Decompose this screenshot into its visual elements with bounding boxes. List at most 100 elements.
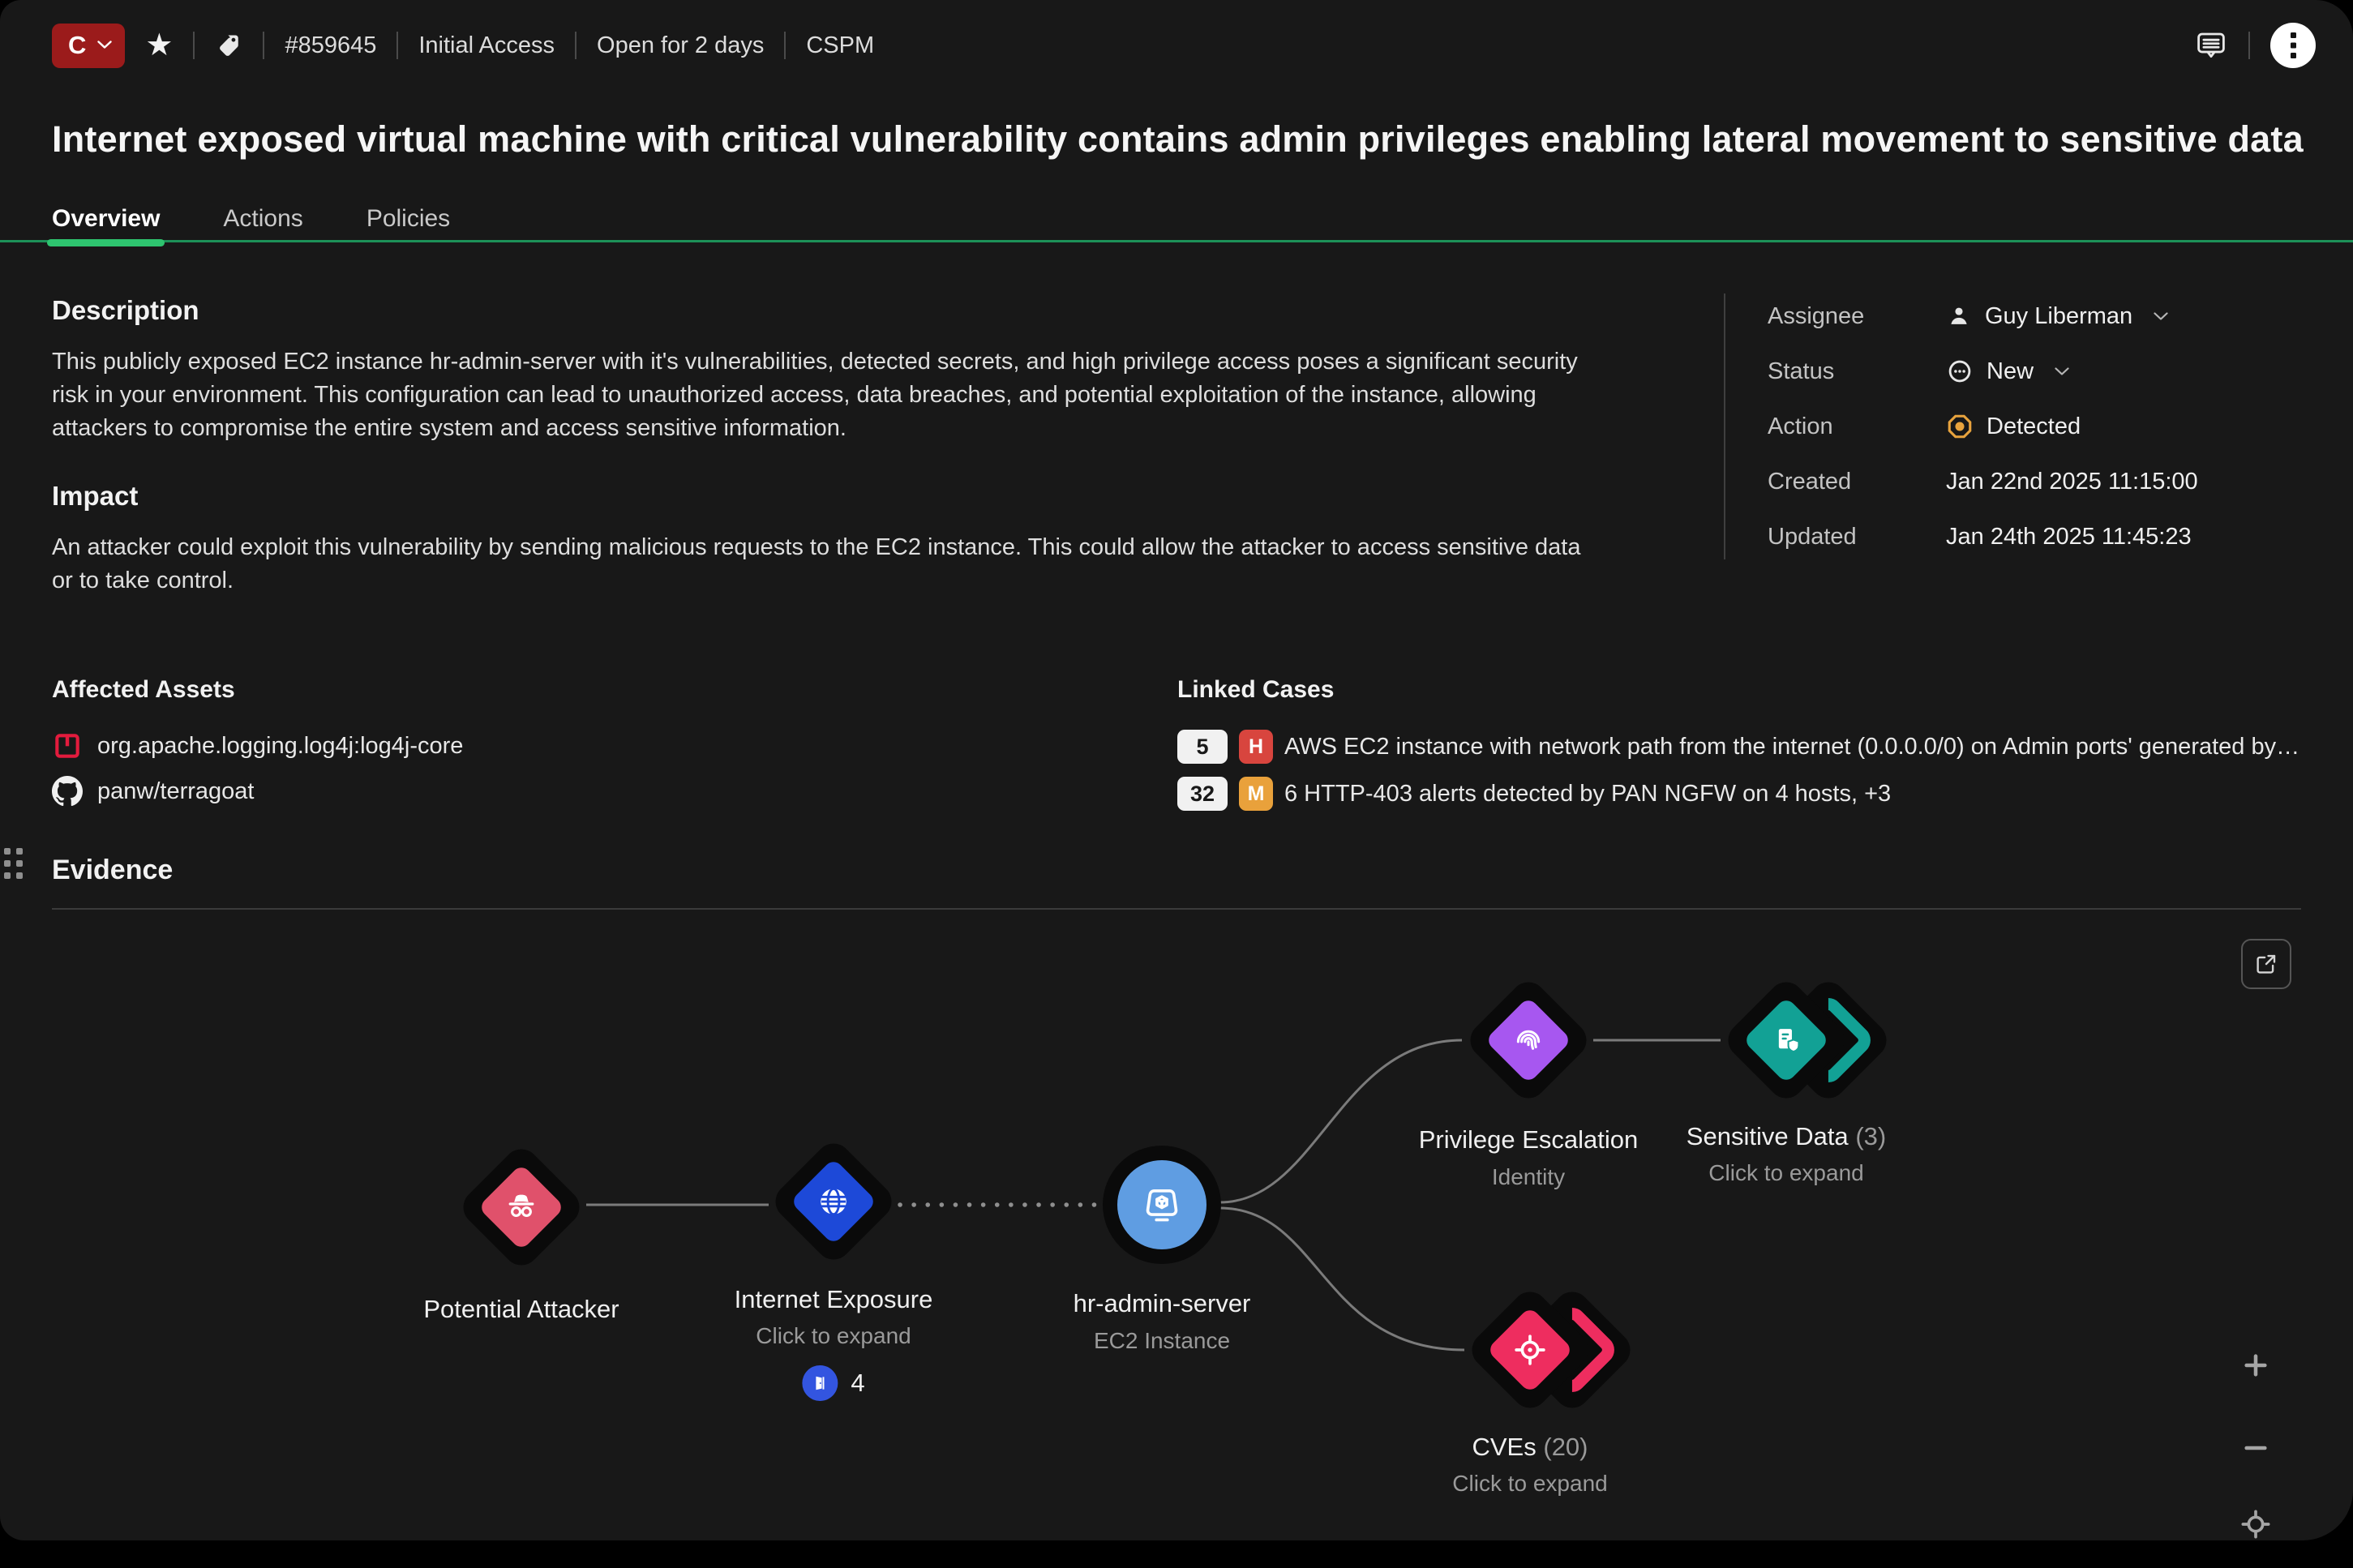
plus-icon (2244, 1354, 2267, 1377)
asset-label: org.apache.logging.log4j:log4j-core (97, 732, 464, 759)
divider (193, 32, 195, 59)
node-label-privilege-escalation: Privilege Escalation (1418, 1125, 1639, 1154)
status-label: Status (1768, 358, 1835, 384)
tab-actions[interactable]: Actions (223, 204, 303, 232)
node-privilege-escalation[interactable] (1463, 975, 1594, 1106)
node-potential-attacker[interactable] (456, 1142, 587, 1273)
fingerprint-icon (1516, 1030, 1541, 1050)
linked-case-title: 6 HTTP-403 alerts detected by PAN NGFW o… (1284, 780, 1892, 807)
person-icon (1951, 307, 1967, 324)
minus-icon (2244, 1446, 2267, 1450)
affected-assets-heading: Affected Assets (52, 676, 235, 703)
action-value: Detected (1946, 413, 2081, 440)
linked-cases-heading: Linked Cases (1177, 676, 1335, 703)
action-row: Action Detected (1768, 410, 2348, 443)
updated-value: Jan 24th 2025 11:45:23 (1946, 523, 2192, 550)
comments-icon[interactable] (2194, 28, 2228, 62)
description-section: Description This publicly exposed EC2 in… (52, 295, 1605, 633)
affected-assets-section: Affected Assets org.apache.logging.log4j… (52, 676, 1106, 814)
created-value: Jan 22nd 2025 11:15:00 (1946, 468, 2198, 495)
expand-graph-button[interactable] (2241, 939, 2291, 989)
door-icon (802, 1365, 838, 1401)
linked-case-row[interactable]: 32 M 6 HTTP-403 alerts detected by PAN N… (1177, 770, 2303, 817)
impact-heading: Impact (52, 481, 139, 511)
case-header-bar: C ★ #859645 Initial Access Open for 2 da… (52, 18, 2316, 73)
asset-item-terragoat[interactable]: panw/terragoat (52, 769, 1106, 814)
assignee-value[interactable]: Guy Liberman (1946, 303, 2168, 330)
linked-case-title: AWS EC2 instance with network path from … (1284, 733, 2303, 760)
status-new-icon (1948, 360, 1971, 383)
node-type-identity: Identity (1491, 1164, 1566, 1189)
node-type-ec2-instance: EC2 Instance (1093, 1328, 1231, 1353)
impact-text: An attacker could exploit this vulnerabi… (52, 534, 1581, 593)
page-title: Internet exposed virtual machine with cr… (52, 118, 2304, 161)
description-heading: Description (52, 295, 199, 325)
node-internet-exposure[interactable] (768, 1136, 899, 1267)
chevron-down-icon (97, 41, 113, 49)
node-label-internet-exposure: Internet Exposure (734, 1285, 933, 1313)
crosshair-icon (2241, 1510, 2270, 1539)
alert-count-badge: 32 (1177, 777, 1228, 811)
zoom-out-button[interactable] (2236, 1429, 2275, 1467)
zoom-in-button[interactable] (2236, 1346, 2275, 1385)
more-menu-button[interactable] (2270, 23, 2316, 68)
recenter-button[interactable] (2235, 1503, 2277, 1540)
case-tactic: Initial Access (418, 32, 555, 58)
package-icon (55, 734, 79, 758)
status-value[interactable]: New (1946, 358, 2069, 385)
assignee-row: Assignee Guy Liberman (1768, 300, 2348, 332)
case-open-duration: Open for 2 days (597, 32, 765, 58)
created-row: Created Jan 22nd 2025 11:15:00 (1768, 465, 2348, 498)
panel-drag-handle[interactable] (4, 848, 23, 879)
chevron-down-icon (2154, 311, 2168, 321)
globe-icon (821, 1187, 846, 1216)
detected-octagon-icon (1948, 414, 1972, 439)
node-label-hr-admin-server: hr-admin-server (1073, 1289, 1251, 1317)
case-badge-letter: C (68, 30, 87, 59)
case-source: CSPM (806, 32, 875, 58)
alert-count-badge: 5 (1177, 730, 1228, 764)
tab-overview[interactable]: Overview (46, 197, 165, 246)
node-expand-hint[interactable]: Click to expand (1452, 1471, 1608, 1496)
divider (52, 908, 2301, 910)
status-row: Status New (1768, 355, 2348, 388)
tag-icon[interactable] (215, 32, 242, 59)
node-expand-hint[interactable]: Click to expand (1708, 1160, 1864, 1185)
node-label-sensitive-data: Sensitive Data (3) (1686, 1122, 1887, 1150)
case-details-panel: Assignee Guy Liberman Status New Action … (1724, 293, 2348, 559)
open-ports-count: 4 (851, 1369, 865, 1397)
external-link-icon (2257, 954, 2276, 974)
case-id: #859645 (285, 32, 377, 58)
node-cves[interactable] (1464, 1284, 1596, 1416)
linked-cases-section: Linked Cases 5 H AWS EC2 instance with n… (1177, 676, 2303, 817)
created-label: Created (1768, 468, 1852, 495)
target-icon (1515, 1335, 1545, 1365)
updated-row: Updated Jan 24th 2025 11:45:23 (1768, 521, 2348, 553)
node-label-potential-attacker: Potential Attacker (423, 1295, 619, 1323)
updated-label: Updated (1768, 523, 1857, 550)
github-icon (52, 776, 83, 807)
evidence-heading: Evidence (52, 855, 174, 885)
node-hr-admin-server[interactable] (1103, 1146, 1221, 1264)
document-shield-icon (1778, 1029, 1800, 1053)
linked-case-row[interactable]: 5 H AWS EC2 instance with network path f… (1177, 723, 2303, 770)
node-label-cves: CVEs (20) (1472, 1433, 1588, 1461)
chevron-down-icon (2055, 366, 2069, 376)
star-icon[interactable]: ★ (145, 28, 174, 62)
case-type-badge[interactable]: C (52, 23, 126, 68)
severity-badge-medium: M (1239, 777, 1273, 811)
node-expand-hint[interactable]: Click to expand (756, 1323, 911, 1348)
open-ports-badge[interactable]: 4 (802, 1365, 865, 1401)
kebab-icon (2290, 32, 2296, 58)
tab-bar: Overview Actions Policies (0, 197, 2353, 246)
asset-item-log4j[interactable]: org.apache.logging.log4j:log4j-core (52, 723, 1106, 769)
assignee-label: Assignee (1768, 302, 1865, 329)
divider (784, 32, 786, 59)
node-sensitive-data[interactable] (1721, 975, 1852, 1106)
tab-policies[interactable]: Policies (366, 204, 451, 232)
action-label: Action (1768, 413, 1833, 439)
divider (2248, 32, 2250, 59)
description-text: This publicly exposed EC2 instance hr-ad… (52, 349, 1578, 441)
asset-label: panw/terragoat (97, 778, 255, 804)
